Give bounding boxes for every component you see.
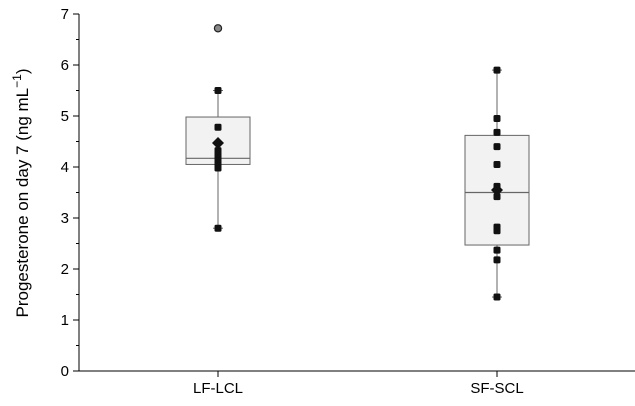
x-tick-label: SF-SCL [470,380,523,397]
data-point [493,293,501,301]
y-tick-label: 0 [61,363,69,380]
box-group-lf-lcl [185,24,251,232]
y-tick-label: 4 [61,159,69,176]
y-axis: 0 1 2 3 4 5 6 7 [61,6,80,380]
data-point [493,160,501,168]
data-point [493,143,501,151]
y-tick-label: 5 [61,108,69,125]
data-point [493,115,501,123]
data-point [493,246,501,254]
y-tick-label: 6 [61,57,69,74]
x-tick-label: LF-LCL [193,380,243,397]
plot-area [185,24,530,301]
y-axis-unit-exponent: −1 [10,74,24,88]
data-point [493,66,501,74]
data-point [493,223,501,231]
data-point [214,123,222,131]
data-point [493,193,501,201]
y-tick-label: 1 [61,312,69,329]
data-point [214,224,222,232]
data-point [493,256,501,264]
x-ticks: LF-LCL SF-SCL [193,371,524,397]
y-tick-label: 2 [61,261,69,278]
mean-marker [212,137,224,150]
data-point [214,87,222,94]
outlier-point [213,24,223,33]
y-ticks: 0 1 2 3 4 5 6 7 [61,6,79,380]
y-tick-label: 7 [61,6,69,23]
mean-marker [491,183,503,196]
y-axis-title: Progesterone on day 7 (ng mL−1) [10,68,32,317]
data-point [214,147,222,155]
x-axis: LF-LCL SF-SCL [79,370,635,397]
data-point [493,128,501,136]
y-tick-label: 3 [61,210,69,227]
box-group-sf-scl [464,66,530,301]
y-axis-title-close: ) [13,68,32,74]
